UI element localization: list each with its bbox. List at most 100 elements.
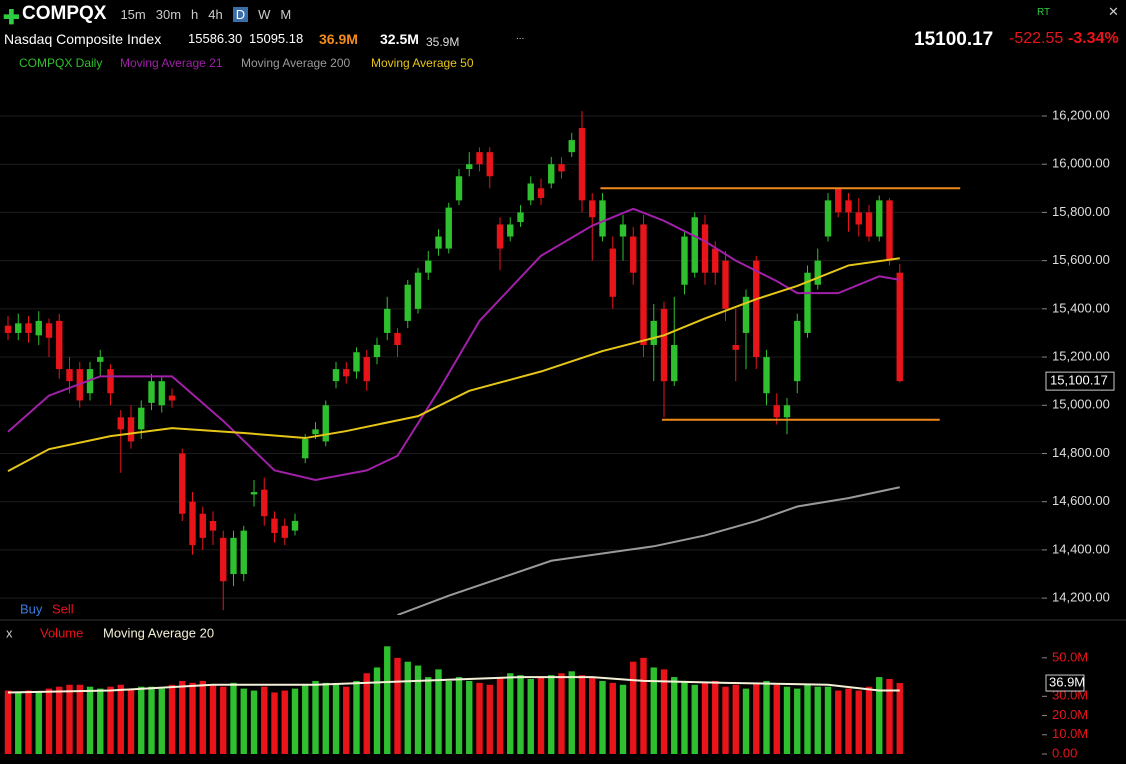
candle-body (230, 537, 237, 575)
last-volume-label: 36.9M (1049, 674, 1085, 689)
sell-label[interactable]: Sell (52, 601, 74, 616)
candle-body (835, 188, 842, 213)
candle-body (701, 224, 709, 273)
timeframe[interactable]: 15m (120, 6, 146, 22)
volume-close[interactable]: x (6, 625, 13, 640)
y-tick-label: 15,600.00 (1052, 252, 1110, 267)
volume-bar (599, 680, 606, 754)
volume-bar (384, 646, 391, 754)
moving-average (7, 257, 900, 472)
timeframe[interactable]: W (258, 6, 271, 22)
volume-bar (814, 686, 821, 754)
y-tick-label: 16,000.00 (1052, 156, 1110, 171)
last-volume-box (1045, 674, 1085, 692)
volume-bar (291, 688, 299, 754)
candle-body (527, 183, 534, 201)
buy-label[interactable]: Buy (20, 601, 43, 616)
volume-bar (332, 684, 340, 754)
candle-body (599, 200, 606, 237)
candle-body (4, 325, 12, 333)
timeframe[interactable]: h (191, 6, 199, 22)
candle-body (302, 439, 309, 459)
y-tick-label: 14,200.00 (1052, 590, 1110, 605)
candle-body (291, 520, 299, 531)
y-tick-label: 14,800.00 (1052, 445, 1110, 460)
candle-body (97, 357, 104, 362)
candle-body (363, 357, 370, 382)
volume-bar (824, 686, 832, 754)
price-plot (0, 111, 1042, 615)
volume-bar (97, 688, 104, 754)
candle-body (845, 200, 852, 213)
volume-bar (4, 690, 12, 754)
volume-bar (353, 680, 360, 754)
volume-bar (199, 680, 206, 754)
volume-bar (312, 680, 319, 754)
candle-body (35, 320, 42, 336)
symbol[interactable]: COMPQX (22, 3, 107, 24)
volume-bar (619, 684, 627, 754)
rt-badge[interactable]: RT (1037, 7, 1051, 18)
candle-body (578, 128, 586, 201)
candle-body (507, 224, 514, 237)
volume: 36.9M (319, 31, 358, 47)
candle-body (189, 501, 196, 546)
volume-bar (168, 684, 176, 754)
candle-body (804, 272, 811, 333)
timeframe[interactable]: 30m (155, 6, 182, 22)
volume-bar (537, 677, 545, 754)
timeframe[interactable]: D (232, 6, 249, 22)
volume-bar (404, 661, 411, 754)
volume-bar (507, 673, 514, 754)
volume-bar (466, 680, 473, 754)
volume-bar (138, 686, 145, 754)
volume-bar (517, 675, 524, 754)
volume-bar (76, 684, 83, 754)
volume-bar (45, 688, 53, 754)
legend-ma200[interactable]: Moving Average 200 (241, 56, 351, 70)
volume-bar (609, 682, 616, 754)
candle-body (896, 272, 903, 382)
candle-body (179, 453, 186, 514)
change: -522.55 (1009, 30, 1064, 47)
candle-body (261, 489, 268, 517)
change-pct: -3.34% (1068, 30, 1119, 47)
volume-bar (568, 671, 575, 754)
last-price-box (1045, 371, 1115, 391)
candle-body (445, 207, 452, 249)
candle-body (281, 525, 288, 538)
volume-bar (240, 688, 247, 754)
candle-body (343, 369, 350, 377)
legend-ma21[interactable]: Moving Average 21 (120, 56, 223, 70)
legend-price[interactable]: COMPQX Daily (19, 56, 103, 70)
volume-bar (527, 679, 534, 754)
more[interactable]: ... (516, 31, 525, 42)
volume-moving-average (7, 676, 900, 694)
volume-bar (445, 680, 452, 754)
candle-body (722, 260, 729, 309)
candle-body (876, 200, 883, 237)
timeframe[interactable]: 4h (208, 6, 223, 22)
candle-body (271, 518, 278, 534)
volume-ma-label[interactable]: Moving Average 20 (103, 625, 214, 640)
volume-bar (220, 686, 227, 754)
add-icon[interactable]: ✚ (3, 7, 20, 29)
candle-body (794, 320, 801, 382)
close-button[interactable]: ✕ (1108, 4, 1119, 19)
volume-bar (660, 669, 668, 754)
candle-body (158, 381, 165, 406)
candle-body (414, 272, 422, 309)
volume-bar (35, 692, 42, 754)
candle-body (486, 152, 493, 177)
volume-bar (373, 667, 381, 754)
candle-body (753, 260, 760, 358)
timeframe[interactable]: M (280, 6, 292, 22)
volume-label[interactable]: Volume (40, 625, 83, 640)
candle-body (609, 248, 616, 297)
volume-bar (25, 690, 32, 754)
legend-ma50[interactable]: Moving Average 50 (371, 56, 474, 70)
volume-bar (455, 677, 463, 754)
candle-body (466, 164, 473, 170)
candle-body (332, 369, 340, 382)
